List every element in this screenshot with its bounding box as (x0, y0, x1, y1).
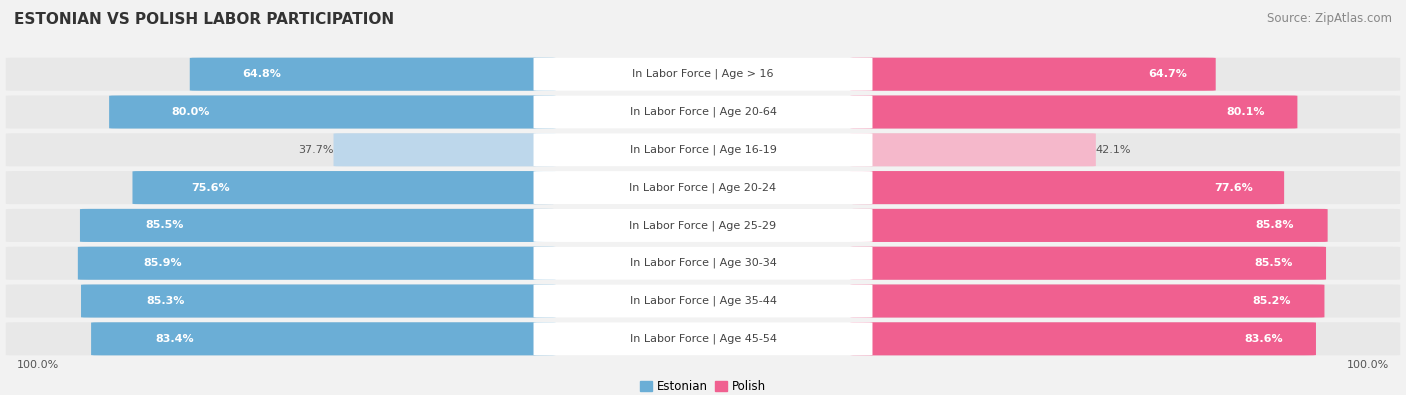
FancyBboxPatch shape (533, 58, 873, 91)
FancyBboxPatch shape (333, 133, 555, 166)
FancyBboxPatch shape (6, 322, 1400, 356)
FancyBboxPatch shape (6, 284, 1400, 318)
FancyBboxPatch shape (533, 96, 873, 128)
Text: In Labor Force | Age > 16: In Labor Force | Age > 16 (633, 69, 773, 79)
Text: In Labor Force | Age 30-34: In Labor Force | Age 30-34 (630, 258, 776, 269)
FancyBboxPatch shape (91, 322, 555, 356)
Text: In Labor Force | Age 16-19: In Labor Force | Age 16-19 (630, 145, 776, 155)
FancyBboxPatch shape (533, 322, 873, 356)
FancyBboxPatch shape (851, 133, 1095, 166)
Text: 37.7%: 37.7% (298, 145, 333, 155)
FancyBboxPatch shape (132, 171, 555, 204)
FancyBboxPatch shape (533, 171, 873, 204)
Text: In Labor Force | Age 20-64: In Labor Force | Age 20-64 (630, 107, 776, 117)
Text: 64.8%: 64.8% (242, 69, 281, 79)
FancyBboxPatch shape (851, 284, 1324, 318)
Text: In Labor Force | Age 35-44: In Labor Force | Age 35-44 (630, 296, 776, 306)
Text: Source: ZipAtlas.com: Source: ZipAtlas.com (1267, 12, 1392, 25)
FancyBboxPatch shape (190, 58, 555, 91)
FancyBboxPatch shape (533, 284, 873, 318)
FancyBboxPatch shape (851, 209, 1327, 242)
Text: 80.1%: 80.1% (1226, 107, 1265, 117)
FancyBboxPatch shape (6, 171, 1400, 204)
FancyBboxPatch shape (533, 209, 873, 242)
Legend: Estonian, Polish: Estonian, Polish (636, 375, 770, 395)
FancyBboxPatch shape (533, 133, 873, 166)
Text: 100.0%: 100.0% (17, 360, 59, 371)
FancyBboxPatch shape (77, 246, 555, 280)
FancyBboxPatch shape (851, 58, 1216, 91)
FancyBboxPatch shape (851, 246, 1326, 280)
Text: 85.9%: 85.9% (143, 258, 183, 268)
Text: 42.1%: 42.1% (1095, 145, 1132, 155)
Text: 80.0%: 80.0% (172, 107, 209, 117)
FancyBboxPatch shape (82, 284, 555, 318)
FancyBboxPatch shape (851, 171, 1284, 204)
Text: 85.5%: 85.5% (145, 220, 184, 230)
FancyBboxPatch shape (533, 246, 873, 280)
Text: 85.3%: 85.3% (146, 296, 184, 306)
FancyBboxPatch shape (6, 58, 1400, 91)
FancyBboxPatch shape (851, 96, 1298, 128)
Text: 64.7%: 64.7% (1149, 69, 1188, 79)
Text: 83.4%: 83.4% (155, 334, 194, 344)
FancyBboxPatch shape (851, 322, 1316, 356)
Text: 85.2%: 85.2% (1253, 296, 1291, 306)
FancyBboxPatch shape (6, 209, 1400, 242)
Text: 83.6%: 83.6% (1244, 334, 1282, 344)
FancyBboxPatch shape (80, 209, 555, 242)
Text: In Labor Force | Age 45-54: In Labor Force | Age 45-54 (630, 334, 776, 344)
FancyBboxPatch shape (6, 96, 1400, 128)
Text: 100.0%: 100.0% (1347, 360, 1389, 371)
Text: In Labor Force | Age 25-29: In Labor Force | Age 25-29 (630, 220, 776, 231)
FancyBboxPatch shape (6, 133, 1400, 166)
Text: In Labor Force | Age 20-24: In Labor Force | Age 20-24 (630, 182, 776, 193)
Text: 77.6%: 77.6% (1213, 182, 1253, 193)
Text: 85.8%: 85.8% (1256, 220, 1294, 230)
FancyBboxPatch shape (6, 246, 1400, 280)
Text: ESTONIAN VS POLISH LABOR PARTICIPATION: ESTONIAN VS POLISH LABOR PARTICIPATION (14, 12, 394, 27)
Text: 85.5%: 85.5% (1254, 258, 1292, 268)
Text: 75.6%: 75.6% (191, 182, 231, 193)
FancyBboxPatch shape (110, 96, 555, 128)
